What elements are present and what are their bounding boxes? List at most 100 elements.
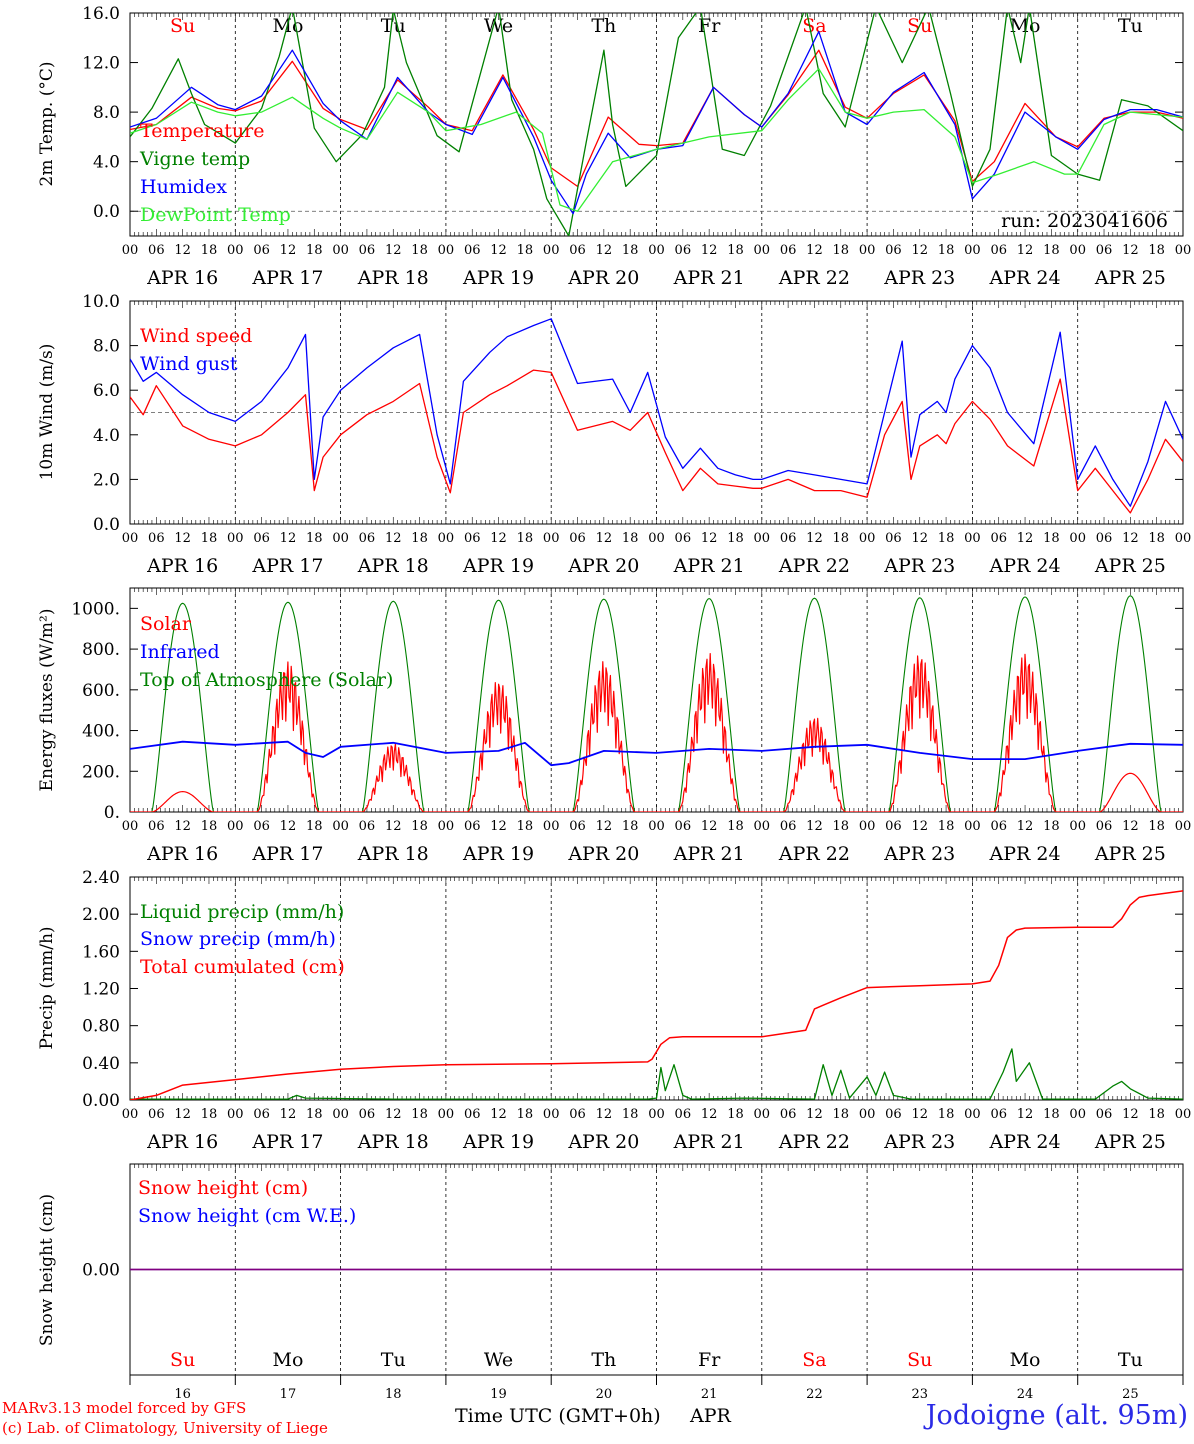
hour-label: 06 [990, 531, 1007, 546]
date-label: APR 22 [778, 555, 850, 577]
hour-label: 12 [806, 243, 823, 258]
hour-label: 12 [911, 819, 928, 834]
hour-label: 18 [201, 819, 218, 834]
hour-label: 06 [569, 243, 586, 258]
y-tick-label: 800. [82, 640, 120, 660]
hour-label: 06 [464, 243, 481, 258]
hour-label: 00 [754, 819, 771, 834]
y-tick-label: 12.0 [82, 54, 120, 74]
hour-label: 06 [1096, 819, 1113, 834]
hour-label: 00 [438, 531, 455, 546]
y-tick-label: 8.0 [93, 103, 120, 123]
lab-credit: (c) Lab. of Climatology, University of L… [2, 1419, 328, 1437]
y-axis-label: Energy fluxes (W/m²) [37, 609, 57, 792]
hour-label: 12 [174, 1107, 191, 1122]
hour-label: 12 [385, 243, 402, 258]
hour-label: 18 [938, 1107, 955, 1122]
hour-label: 06 [148, 1107, 165, 1122]
legend-entry: Snow height (cm) [138, 1177, 308, 1199]
hour-label: 06 [990, 243, 1007, 258]
hour-label: 18 [622, 819, 639, 834]
hour-label: 12 [701, 243, 718, 258]
hour-label: 18 [306, 243, 323, 258]
hour-label: 12 [1017, 819, 1034, 834]
hour-label: 12 [280, 243, 297, 258]
hour-label: 18 [306, 819, 323, 834]
legend-entry: Wind gust [140, 353, 238, 375]
legend-entry: Humidex [140, 176, 227, 198]
hour-label: 06 [780, 819, 797, 834]
y-tick-label: 0.80 [82, 1017, 120, 1037]
date-label: APR 19 [462, 1131, 534, 1153]
hour-label: 18 [727, 1107, 744, 1122]
hour-label: 00 [438, 819, 455, 834]
hour-label: 06 [253, 243, 270, 258]
day-name: Mo [272, 15, 303, 37]
legend-entry: Snow precip (mm/h) [140, 928, 336, 950]
hour-label: 18 [411, 243, 428, 258]
hour-label: 18 [306, 1107, 323, 1122]
date-label: APR 16 [146, 555, 218, 577]
hour-label: 06 [148, 531, 165, 546]
temperature-line [130, 49, 1183, 188]
hour-label: 12 [596, 531, 613, 546]
hour-label: 18 [938, 531, 955, 546]
day-name: Su [170, 1349, 195, 1371]
date-label: APR 25 [1094, 555, 1166, 577]
hour-label: 18 [938, 819, 955, 834]
hour-label: 12 [385, 819, 402, 834]
legend-entry: Total cumulated (cm) [140, 956, 345, 978]
panel-frame [129, 12, 1184, 237]
day-name: Th [591, 1349, 616, 1371]
hour-label: 00 [1175, 243, 1192, 258]
hour-label: 00 [543, 1107, 560, 1122]
hour-label: 06 [675, 531, 692, 546]
legend-entry: Snow height (cm W.E.) [138, 1205, 356, 1227]
hour-label: 12 [911, 1107, 928, 1122]
hour-label: 12 [911, 243, 928, 258]
hour-label: 18 [727, 243, 744, 258]
dewpoint-temp-line [130, 68, 1183, 212]
hour-label: 12 [701, 1107, 718, 1122]
hour-label: 18 [1043, 1107, 1060, 1122]
date-label: APR 24 [989, 1131, 1061, 1153]
y-axis-label: 10m Wind (m/s) [37, 344, 57, 481]
day-name: Mo [1010, 1349, 1041, 1371]
hour-label: 12 [1017, 1107, 1034, 1122]
hour-label: 06 [148, 819, 165, 834]
y-tick-label: 2.0 [93, 470, 120, 490]
date-label: APR 21 [673, 267, 745, 289]
hour-label: 00 [227, 1107, 244, 1122]
day-name: Fr [698, 15, 721, 37]
hour-label: 18 [411, 531, 428, 546]
hour-label: 06 [885, 531, 902, 546]
hour-label: 00 [1175, 819, 1192, 834]
hour-label: 12 [806, 819, 823, 834]
date-label: APR 16 [146, 267, 218, 289]
hour-label: 06 [675, 819, 692, 834]
hour-label: 12 [806, 531, 823, 546]
hour-label: 06 [885, 1107, 902, 1122]
date-label: APR 23 [883, 843, 955, 865]
hour-label: 18 [517, 243, 534, 258]
hour-label: 06 [1096, 531, 1113, 546]
run-annotation: run: 2023041606 [1001, 210, 1168, 232]
hour-label: 18 [201, 531, 218, 546]
day-name: Sa [802, 15, 826, 37]
wind-gust-line [130, 318, 1183, 507]
hour-label: 18 [833, 1107, 850, 1122]
hour-label: 06 [464, 531, 481, 546]
hour-label: 06 [464, 1107, 481, 1122]
y-axis-label: Precip (mm/h) [37, 926, 57, 1049]
hour-label: 12 [911, 531, 928, 546]
toa-solar-line [130, 595, 1183, 812]
hour-label: 00 [648, 243, 665, 258]
y-tick-label: 4.0 [93, 153, 120, 173]
station-name: Jodoigne (alt. 95m) [925, 1400, 1188, 1431]
legend-entry: Wind speed [140, 325, 252, 347]
day-name: We [484, 15, 513, 37]
total-cumulated-cm-line [130, 890, 1183, 1100]
date-label: APR 16 [146, 1131, 218, 1153]
hour-label: 06 [359, 531, 376, 546]
